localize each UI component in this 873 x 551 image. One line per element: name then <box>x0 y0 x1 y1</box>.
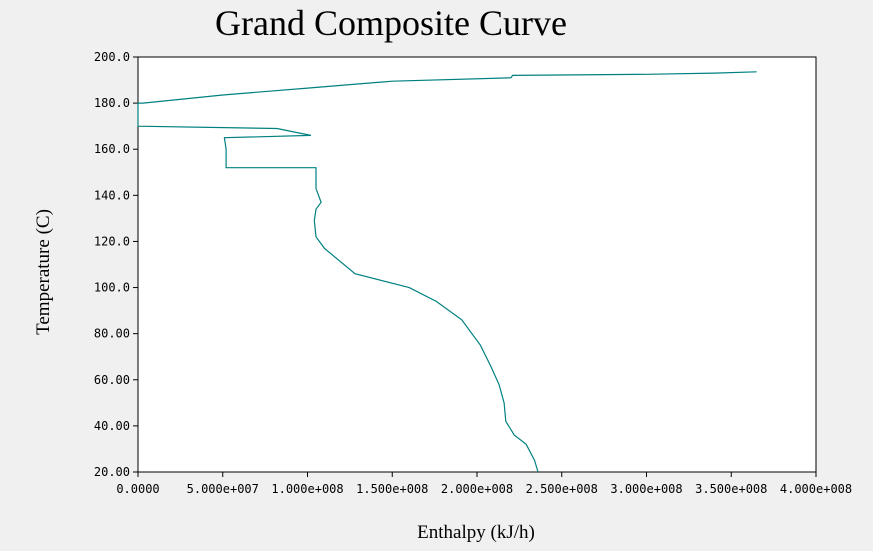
y-tick-label: 40.00 <box>94 419 130 433</box>
x-tick-label: 1.000e+008 <box>271 482 343 496</box>
series-layer <box>137 71 757 473</box>
y-tick-label: 200.0 <box>94 50 130 64</box>
x-tick-label: 2.000e+008 <box>441 482 513 496</box>
x-axis: 0.0000 5.000e+007 1.000e+008 1.500e+008 2.00… <box>116 472 852 496</box>
y-axis-title: Temperature (C) <box>33 209 54 335</box>
y-tick-label: 180.0 <box>94 96 130 110</box>
x-tick-label: 4.000e+008 <box>780 482 852 496</box>
x-tick-label: 3.500e+008 <box>695 482 767 496</box>
y-tick-label: 140.0 <box>94 188 130 202</box>
y-tick-label: 100.0 <box>94 281 130 295</box>
chart-title: Grand Composite Curve <box>215 3 567 43</box>
x-tick-label: 3.000e+008 <box>610 482 682 496</box>
plot-area <box>137 56 817 473</box>
x-tick-label: 5.000e+007 <box>187 482 259 496</box>
x-tick-label: 0.0000 <box>116 482 159 496</box>
y-tick-label: 160.0 <box>94 142 130 156</box>
x-axis-title: Enthalpy (kJ/h) <box>417 522 535 543</box>
y-tick-label: 80.00 <box>94 327 130 341</box>
x-tick-label: 1.500e+008 <box>356 482 428 496</box>
y-tick-label: 120.0 <box>94 234 130 248</box>
y-tick-label: 20.00 <box>94 465 130 479</box>
x-tick-label: 2.500e+008 <box>526 482 598 496</box>
y-axis: 20.00 40.00 60.00 80.00 100.0 120.0 140.0 160.0… <box>94 50 138 479</box>
gcc-series-line <box>137 71 757 473</box>
y-tick-label: 60.00 <box>94 373 130 387</box>
